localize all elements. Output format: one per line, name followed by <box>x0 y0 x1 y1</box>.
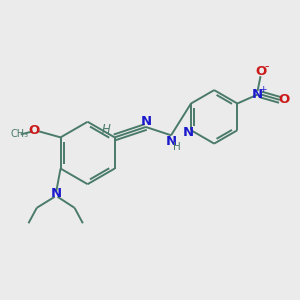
Text: H: H <box>173 142 181 152</box>
Text: +: + <box>259 85 267 94</box>
Text: CH₃: CH₃ <box>10 129 28 140</box>
Text: N: N <box>252 88 263 101</box>
Text: O: O <box>28 124 39 137</box>
Text: N: N <box>166 135 177 148</box>
Text: N: N <box>50 187 62 200</box>
Text: H: H <box>102 122 111 136</box>
Text: O: O <box>255 65 266 78</box>
Text: -: - <box>265 60 269 73</box>
Text: N: N <box>183 126 194 139</box>
Text: O: O <box>279 93 290 106</box>
Text: N: N <box>140 115 152 128</box>
